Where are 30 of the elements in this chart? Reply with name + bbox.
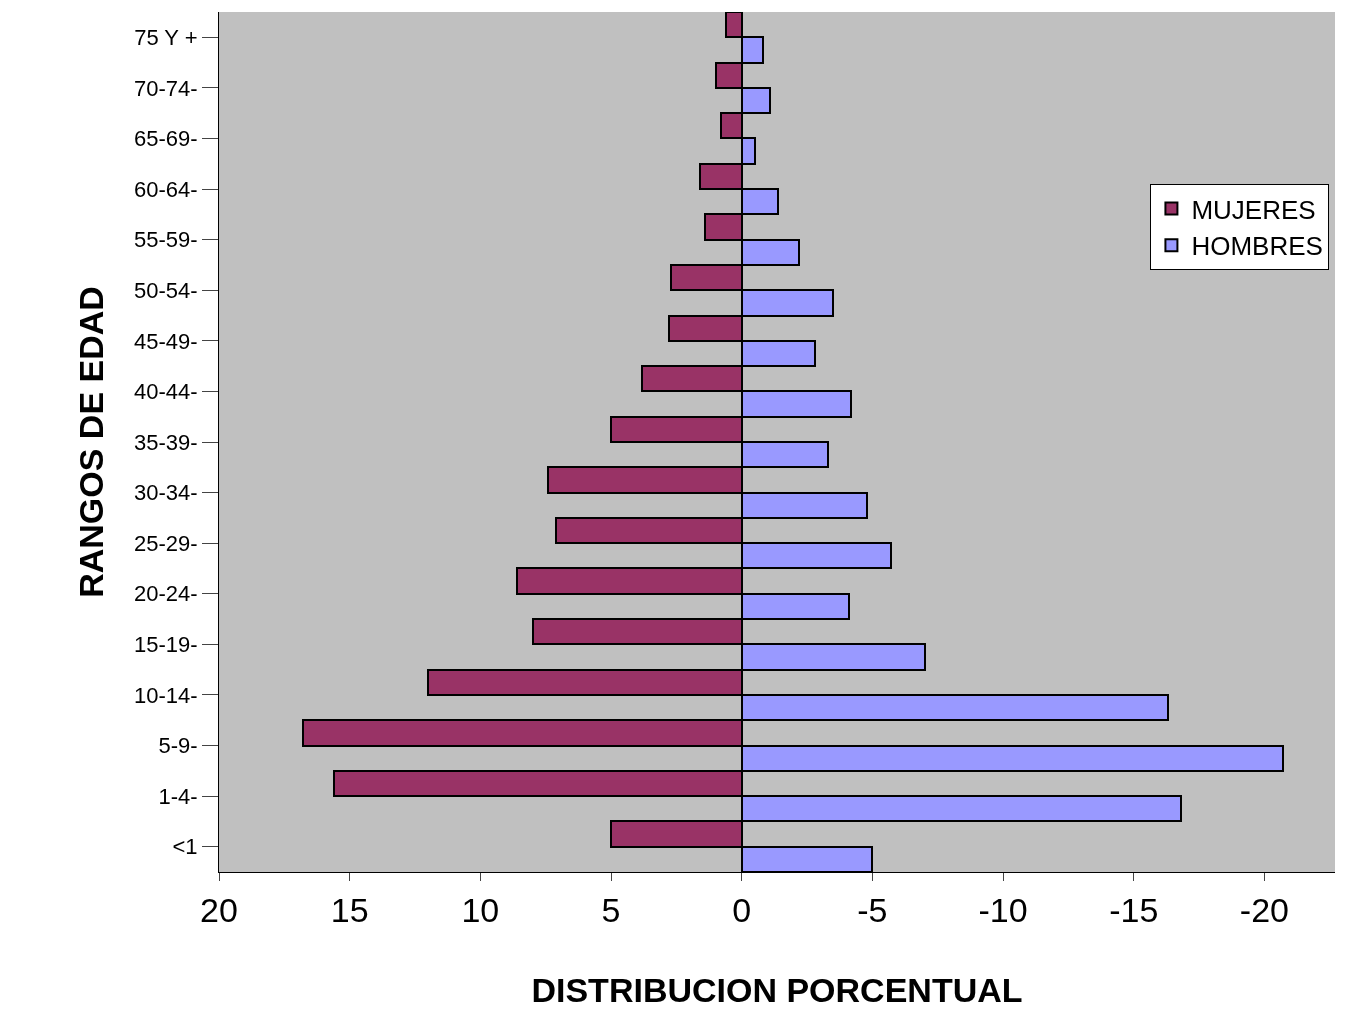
y-tick-label: <1 xyxy=(172,834,198,860)
x-tick-label: 10 xyxy=(461,890,500,929)
x-tick-label: -10 xyxy=(978,890,1028,929)
y-tick-label: 1-4- xyxy=(158,783,198,809)
y-tick-label: 40-44- xyxy=(134,379,198,405)
x-tick-label: 0 xyxy=(732,890,752,929)
y-tick-label: 10-14- xyxy=(134,682,198,708)
y-tick-label: 45-49- xyxy=(134,328,198,354)
y-axis-title: RANGOS DE EDAD xyxy=(71,286,110,598)
y-tick-label: 75 Y + xyxy=(134,24,198,50)
y-tick-label: 60-64- xyxy=(134,176,198,202)
legend-label: MUJERES xyxy=(1191,194,1316,225)
y-tick-label: 25-29- xyxy=(134,530,198,556)
legend-label: HOMBRES xyxy=(1191,231,1323,262)
x-tick-label: -15 xyxy=(1109,890,1159,929)
y-tick-label: 65-69- xyxy=(134,126,198,152)
x-tick-label: -5 xyxy=(857,890,888,929)
y-tick-label: 30-34- xyxy=(134,480,198,506)
y-tick-label: 55-59- xyxy=(134,227,198,253)
y-tick-label: 35-39- xyxy=(134,429,198,455)
y-tick-label: 20-24- xyxy=(134,581,198,607)
x-tick-label: -20 xyxy=(1239,890,1289,929)
x-tick-label: 5 xyxy=(601,890,621,929)
y-tick-label: 70-74- xyxy=(134,75,198,101)
x-axis-title: DISTRIBUCION PORCENTUAL xyxy=(531,971,1023,1010)
y-tick-label: 50-54- xyxy=(134,277,198,303)
x-tick-label: 20 xyxy=(200,890,238,929)
y-tick-label: 5-9- xyxy=(158,733,198,759)
x-tick-label: 15 xyxy=(330,890,369,929)
y-tick-label: 15-19- xyxy=(134,632,198,658)
